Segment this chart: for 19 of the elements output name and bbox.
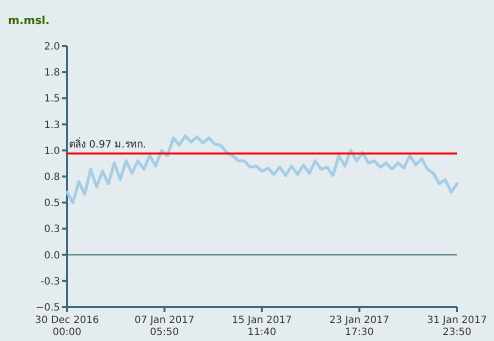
x-tick-label: 30 Dec 2016 00:00 [35, 315, 99, 338]
y-tick-label: 0.5 [44, 198, 60, 210]
x-tick-label: 15 Jan 2017 11:40 [232, 315, 292, 338]
ref-line-label: ตลิ่ง 0.97 ม.รทก. [69, 136, 146, 151]
y-tick-label: 0.3 [44, 224, 60, 236]
y-tick-label: 0.0 [44, 250, 60, 262]
y-tick-label: 1.3 [44, 120, 60, 131]
x-tick-label: 23 Jan 2017 17:30 [329, 315, 390, 338]
y-tick-label: 1.0 [44, 146, 60, 157]
y-tick-label: −0.5 [36, 302, 60, 314]
x-tick-label: 07 Jan 2017 05:50 [134, 315, 194, 338]
y-tick-label: 1.5 [44, 94, 60, 105]
y-tick-label: 0.8 [44, 172, 60, 183]
y-tick-label: 1.8 [44, 68, 60, 79]
y-axis-title: m.msl. [8, 14, 50, 27]
x-tick-label: 31 Jan 2017 23:50 [427, 315, 487, 338]
y-tick-label: -0.3 [40, 276, 60, 288]
line-series [66, 134, 458, 204]
y-tick-label: 2.0 [44, 42, 60, 52]
